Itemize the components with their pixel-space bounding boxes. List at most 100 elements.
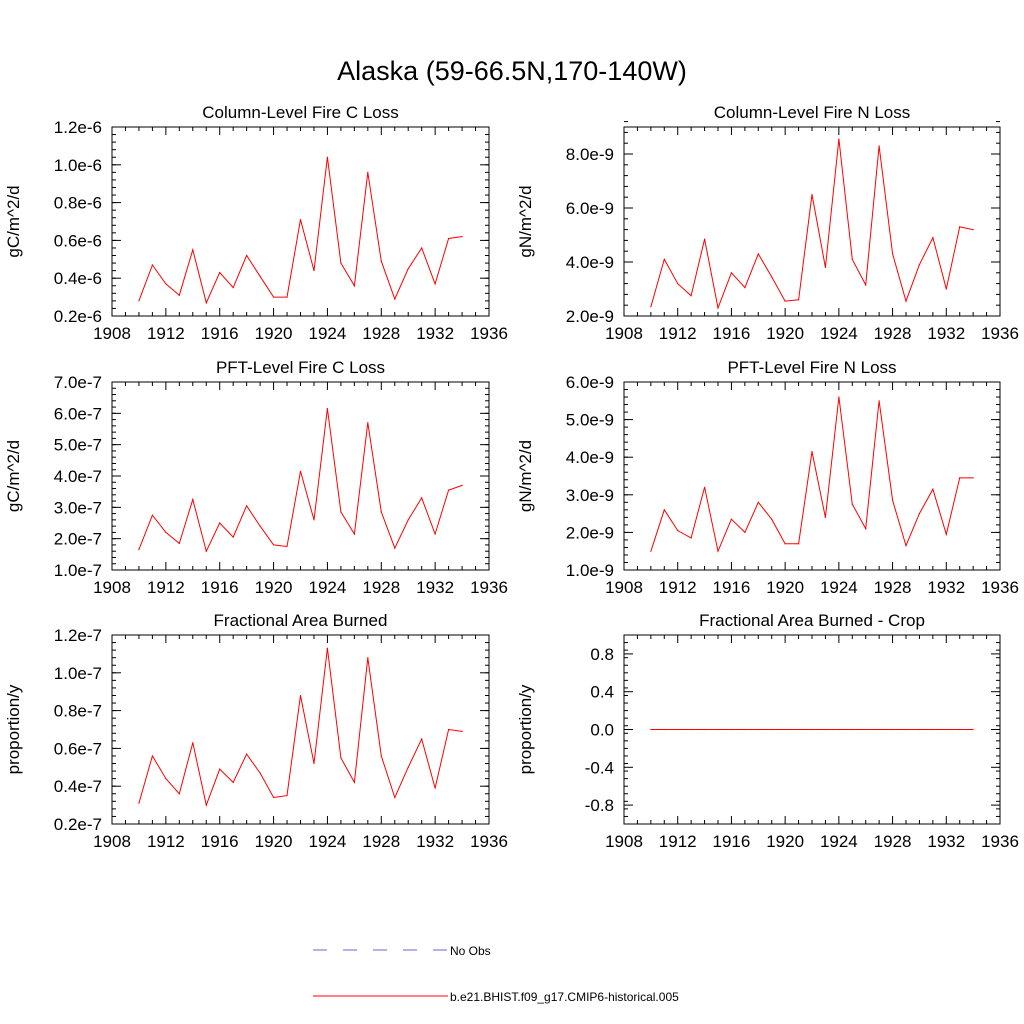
x-tick-label: 1936 bbox=[981, 578, 1019, 597]
data-point-1923 bbox=[313, 270, 315, 272]
x-tick-label: 1912 bbox=[659, 832, 697, 851]
data-point-1911 bbox=[663, 509, 665, 511]
y-tick-label: 3.0e-7 bbox=[54, 498, 102, 517]
legend-model-label: b.e21.BHIST.f09_g17.CMIP6-historical.005 bbox=[450, 990, 679, 1004]
y-tick-label: 6.0e-9 bbox=[566, 199, 614, 218]
data-point-1923 bbox=[824, 266, 827, 268]
data-point-1915 bbox=[717, 550, 719, 552]
x-tick-label: 1936 bbox=[981, 832, 1019, 851]
data-point-1930 bbox=[918, 264, 921, 266]
data-point-1910 bbox=[650, 306, 652, 308]
data-point-1929 bbox=[394, 547, 396, 549]
data-point-1933 bbox=[959, 728, 961, 731]
x-tick-label: 1936 bbox=[470, 324, 508, 343]
data-point-1922 bbox=[811, 451, 813, 453]
x-tick-label: 1908 bbox=[93, 832, 131, 851]
data-point-1926 bbox=[353, 285, 355, 287]
data-point-1911 bbox=[663, 258, 665, 260]
data-point-1925 bbox=[851, 728, 853, 731]
x-tick-label: 1932 bbox=[416, 578, 454, 597]
data-point-1923 bbox=[824, 728, 827, 731]
chart-panel-2: Column-Level Fire N Loss gN/m^2/d 1908 1912… bbox=[516, 103, 1019, 343]
data-point-1912 bbox=[165, 283, 167, 285]
y-axis-label: gC/m^2/d bbox=[4, 185, 23, 257]
data-point-1924 bbox=[326, 408, 328, 410]
data-point-1916 bbox=[730, 728, 733, 731]
data-point-1926 bbox=[353, 781, 355, 784]
chart-panel-1: Column-Level Fire C Loss gC/m^2/d 1908 1912… bbox=[4, 103, 508, 343]
data-point-1928 bbox=[892, 253, 894, 255]
data-point-1924 bbox=[326, 156, 328, 158]
x-tick-label: 1920 bbox=[255, 832, 293, 851]
data-point-1918 bbox=[757, 501, 759, 503]
data-point-1918 bbox=[246, 254, 248, 257]
data-point-1928 bbox=[892, 499, 894, 501]
chart-panel-6: Fractional Area Burned - Crop proportion/… bbox=[516, 611, 1019, 851]
data-point-1911 bbox=[151, 514, 153, 516]
y-tick-label: 0.6e-7 bbox=[54, 739, 102, 758]
y-tick-label: 0.4 bbox=[590, 683, 614, 702]
plot-frame bbox=[623, 381, 1001, 571]
x-tick-label: 1932 bbox=[927, 578, 965, 597]
data-point-1930 bbox=[407, 519, 409, 521]
y-tick-label: 7.0e-7 bbox=[54, 373, 102, 392]
data-point-1933 bbox=[959, 226, 961, 228]
data-point-1921 bbox=[286, 795, 288, 797]
data-point-1932 bbox=[434, 283, 436, 285]
data-point-1930 bbox=[918, 728, 921, 731]
data-point-1923 bbox=[313, 519, 315, 521]
panels: Column-Level Fire C Loss gC/m^2/d 1908 1912… bbox=[4, 103, 1019, 851]
y-tick-label: 1.2e-7 bbox=[54, 626, 102, 645]
data-point-1918 bbox=[246, 753, 248, 755]
data-point-1912 bbox=[677, 728, 679, 731]
data-point-1917 bbox=[744, 728, 746, 731]
data-point-1932 bbox=[945, 728, 947, 731]
x-tick-label: 1908 bbox=[605, 578, 643, 597]
data-point-1910 bbox=[138, 300, 140, 302]
y-tick-label: 0.8e-7 bbox=[54, 702, 102, 721]
data-point-1919 bbox=[771, 518, 773, 520]
data-point-1917 bbox=[744, 531, 746, 534]
chart-panel-4: PFT-Level Fire N Loss gN/m^2/d 1908 1912 191… bbox=[516, 358, 1019, 597]
chart-title: PFT-Level Fire N Loss bbox=[727, 358, 896, 377]
data-point-1921 bbox=[798, 728, 800, 731]
data-point-1917 bbox=[232, 781, 234, 784]
x-tick-label: 1924 bbox=[309, 324, 347, 343]
data-point-1931 bbox=[421, 738, 423, 740]
y-tick-label: 0.4e-6 bbox=[54, 269, 102, 288]
y-axis-label: proportion/y bbox=[516, 684, 535, 774]
x-tick-label: 1928 bbox=[362, 324, 400, 343]
data-point-1930 bbox=[407, 268, 409, 270]
data-point-1916 bbox=[730, 518, 733, 520]
data-point-1930 bbox=[407, 766, 409, 768]
data-point-1931 bbox=[932, 237, 934, 239]
data-point-1915 bbox=[205, 550, 207, 552]
data-point-1912 bbox=[165, 531, 167, 534]
y-tick-label: 2.0e-9 bbox=[566, 523, 614, 542]
data-point-1928 bbox=[380, 511, 382, 513]
data-point-1927 bbox=[367, 657, 369, 659]
data-point-1925 bbox=[851, 503, 853, 505]
y-tick-label: 1.2e-6 bbox=[54, 118, 102, 137]
y-tick-label: 6.0e-9 bbox=[566, 373, 614, 392]
x-tick-label: 1920 bbox=[255, 578, 293, 597]
x-tick-label: 1912 bbox=[147, 324, 185, 343]
x-tick-label: 1916 bbox=[201, 578, 239, 597]
x-tick-label: 1916 bbox=[713, 324, 751, 343]
x-tick-label: 1928 bbox=[874, 578, 912, 597]
x-tick-label: 1924 bbox=[820, 832, 858, 851]
y-tick-label: -0.8 bbox=[585, 796, 614, 815]
data-point-1924 bbox=[326, 647, 328, 649]
legend: No Obs b.e21.BHIST.f09_g17.CMIP6-histori… bbox=[313, 944, 679, 1004]
data-point-1914 bbox=[192, 742, 194, 744]
series-line bbox=[138, 408, 463, 553]
data-point-1927 bbox=[878, 400, 880, 402]
y-tick-label: -0.4 bbox=[585, 758, 614, 777]
data-point-1925 bbox=[340, 757, 342, 759]
series-line bbox=[650, 396, 974, 553]
y-tick-label: 0.0 bbox=[590, 721, 614, 740]
y-tick-label: 0.6e-6 bbox=[54, 231, 102, 250]
data-point-1920 bbox=[273, 296, 275, 298]
data-point-1916 bbox=[219, 522, 221, 524]
data-point-1922 bbox=[811, 728, 813, 731]
